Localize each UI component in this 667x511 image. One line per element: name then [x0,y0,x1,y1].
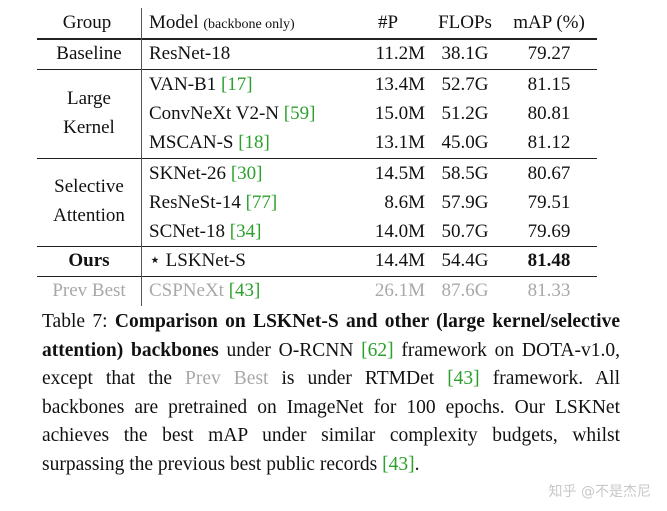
rule [37,69,597,70]
table-row: SCNet-18 [34] 14.0M 50.7G 79.69 [37,217,597,247]
flops-value: 58.5G [441,163,489,184]
map-value: 80.67 [527,163,571,184]
header-rule [37,38,597,40]
group-large-kernel-line2: Kernel [63,117,115,138]
model-name: ResNeSt-14 [149,192,246,213]
citation: [62] [361,339,394,361]
caption-label: Table 7: [42,311,108,332]
params-value: 14.4M [374,250,425,271]
model-name: SKNet-26 [149,163,231,184]
table-row: ResNet-18 11.2M 38.1G 79.27 [37,39,597,69]
citation: [43] [382,453,415,475]
group-prev-best: Prev Best [52,280,126,301]
params-value: 15.0M [374,103,425,124]
params-value: 14.0M [374,221,425,242]
model-name: MSCAN-S [149,132,239,153]
group-large-kernel-line1: Large [67,88,111,109]
model-name: VAN-B1 [149,74,221,95]
flops-value: 50.7G [441,221,489,242]
citation: [77] [245,192,278,213]
citation: [30] [230,163,263,184]
header-model-note: (backbone only) [203,17,295,32]
citation: [18] [238,132,270,153]
rule [37,246,597,247]
citation: [43] [447,368,480,389]
table-row: SKNet-26 [30] 14.5M 58.5G 80.67 [37,159,597,189]
model-name: ConvNeXt V2-N [149,103,284,124]
table-row: ResNeSt-14 [77] 8.6M 57.9G 79.51 [37,188,597,218]
citation: [59] [283,103,316,124]
flops-value: 38.1G [441,43,489,64]
watermark: 知乎 @不是杰尼 [548,484,651,500]
header-model: Model (backbone only) [149,12,295,33]
map-value: 81.15 [527,74,571,95]
header-params: #P [377,12,399,33]
map-value: 79.51 [527,192,571,213]
flops-value: 51.2G [441,103,489,124]
params-value: 8.6M [384,192,425,213]
model-name: ⋆ LSKNet-S [149,250,246,271]
caption-prev-best: Prev Best [185,368,269,389]
flops-value: 57.9G [441,192,489,213]
flops-value: 45.0G [441,132,489,153]
model-name: SCNet-18 [149,221,230,242]
header-flops: FLOPs [438,12,492,33]
rule [37,158,597,159]
table-row: CSPNeXt [43] 26.1M 87.6G 81.33 [37,276,597,306]
header-map: mAP (%) [513,12,585,33]
map-value: 81.12 [527,132,571,153]
table-row: ⋆ LSKNet-S 14.4M 54.4G 81.48 [37,246,597,276]
model-name: ResNet-18 [149,43,231,64]
map-value: 81.33 [527,280,571,301]
map-value: 80.81 [527,103,571,124]
params-value: 11.2M [375,43,425,64]
map-value: 81.48 [527,250,571,271]
model-name: CSPNeXt [149,280,229,301]
table-row: VAN-B1 [17] 13.4M 52.7G 81.15 [37,70,597,100]
map-value: 79.69 [527,221,571,242]
citation: [43] [228,280,261,301]
params-value: 13.1M [374,132,425,153]
flops-value: 52.7G [441,74,489,95]
rule [37,276,597,277]
caption-bold: Comparison on LSKNet-S and other (large … [42,311,620,361]
table-header-row: Group Model (backbone only) #P FLOPs mAP… [37,8,597,38]
citation: [34] [229,221,262,242]
group-ours: Ours [68,250,110,271]
table-row: MSCAN-S [18] 13.1M 45.0G 81.12 [37,128,597,158]
params-value: 14.5M [374,163,425,184]
citation: [17] [220,74,253,95]
flops-value: 54.4G [441,250,489,271]
group-baseline: Baseline [56,43,122,64]
group-selective-line2: Attention [53,205,125,226]
map-value: 79.27 [527,43,571,64]
table-row: ConvNeXt V2-N [59] 15.0M 51.2G 80.81 [37,99,597,129]
table-caption: Table 7: Comparison on LSKNet-S and othe… [42,311,620,475]
params-value: 13.4M [374,74,425,95]
header-group: Group [62,12,112,33]
params-value: 26.1M [374,280,425,301]
group-selective-line1: Selective [54,176,124,197]
flops-value: 87.6G [441,280,489,301]
group-divider [141,8,142,306]
